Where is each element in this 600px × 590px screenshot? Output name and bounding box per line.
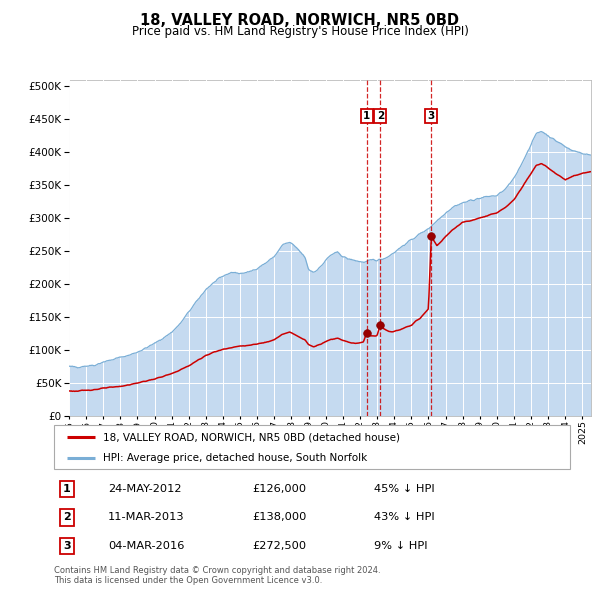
Text: Price paid vs. HM Land Registry's House Price Index (HPI): Price paid vs. HM Land Registry's House … <box>131 25 469 38</box>
Text: 2: 2 <box>63 513 71 522</box>
Text: £138,000: £138,000 <box>253 513 307 522</box>
Text: 3: 3 <box>63 541 71 550</box>
Text: 11-MAR-2013: 11-MAR-2013 <box>108 513 185 522</box>
Text: 2: 2 <box>377 111 384 121</box>
Text: 18, VALLEY ROAD, NORWICH, NR5 0BD (detached house): 18, VALLEY ROAD, NORWICH, NR5 0BD (detac… <box>103 432 400 442</box>
Text: 18, VALLEY ROAD, NORWICH, NR5 0BD: 18, VALLEY ROAD, NORWICH, NR5 0BD <box>140 13 460 28</box>
Text: £126,000: £126,000 <box>253 484 307 494</box>
Text: HPI: Average price, detached house, South Norfolk: HPI: Average price, detached house, Sout… <box>103 453 367 463</box>
Text: 45% ↓ HPI: 45% ↓ HPI <box>374 484 434 494</box>
Text: 3: 3 <box>428 111 435 121</box>
FancyBboxPatch shape <box>54 425 570 469</box>
Text: This data is licensed under the Open Government Licence v3.0.: This data is licensed under the Open Gov… <box>54 576 322 585</box>
Text: 43% ↓ HPI: 43% ↓ HPI <box>374 513 434 522</box>
Text: 04-MAR-2016: 04-MAR-2016 <box>108 541 185 550</box>
Text: 9% ↓ HPI: 9% ↓ HPI <box>374 541 428 550</box>
Text: 24-MAY-2012: 24-MAY-2012 <box>108 484 182 494</box>
Text: 1: 1 <box>363 111 370 121</box>
Text: Contains HM Land Registry data © Crown copyright and database right 2024.: Contains HM Land Registry data © Crown c… <box>54 566 380 575</box>
Text: 1: 1 <box>63 484 71 494</box>
Text: £272,500: £272,500 <box>253 541 307 550</box>
